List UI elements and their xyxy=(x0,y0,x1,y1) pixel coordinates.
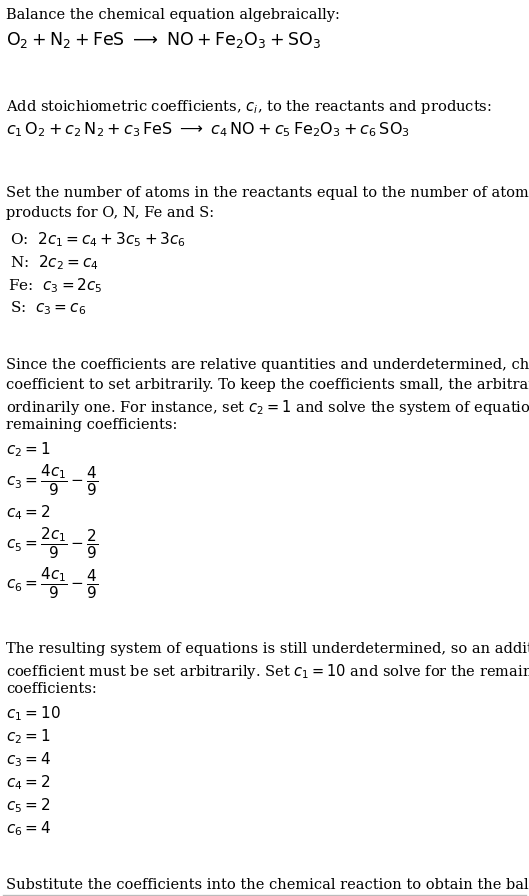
Text: N:  $2c_2 = c_4$: N: $2c_2 = c_4$ xyxy=(11,253,99,271)
Text: $c_2 = 1$: $c_2 = 1$ xyxy=(6,727,51,745)
Text: O:  $2c_1 = c_4 + 3c_5 + 3c_6$: O: $2c_1 = c_4 + 3c_5 + 3c_6$ xyxy=(11,230,186,249)
Text: $c_4 = 2$: $c_4 = 2$ xyxy=(6,773,51,792)
Text: $c_6 = \dfrac{4c_1}{9} - \dfrac{4}{9}$: $c_6 = \dfrac{4c_1}{9} - \dfrac{4}{9}$ xyxy=(6,566,98,601)
Text: S:  $c_3 = c_6$: S: $c_3 = c_6$ xyxy=(11,299,86,316)
Text: coefficient must be set arbitrarily. Set $c_1 = 10$ and solve for the remaining: coefficient must be set arbitrarily. Set… xyxy=(6,662,529,681)
Text: Set the number of atoms in the reactants equal to the number of atoms in the: Set the number of atoms in the reactants… xyxy=(6,186,529,200)
Text: $c_1\,\mathrm{O_2} + c_2\,\mathrm{N_2} + c_3\,\mathrm{FeS} \ \longrightarrow \ c: $c_1\,\mathrm{O_2} + c_2\,\mathrm{N_2} +… xyxy=(6,120,410,139)
Text: coefficient to set arbitrarily. To keep the coefficients small, the arbitrary va: coefficient to set arbitrarily. To keep … xyxy=(6,378,529,392)
Text: $c_2 = 1$: $c_2 = 1$ xyxy=(6,440,51,459)
Text: Add stoichiometric coefficients, $c_i$, to the reactants and products:: Add stoichiometric coefficients, $c_i$, … xyxy=(6,98,492,116)
Text: $c_3 = 4$: $c_3 = 4$ xyxy=(6,750,51,769)
Text: ordinarily one. For instance, set $c_2 = 1$ and solve the system of equations fo: ordinarily one. For instance, set $c_2 =… xyxy=(6,398,529,417)
Text: Substitute the coefficients into the chemical reaction to obtain the balanced: Substitute the coefficients into the che… xyxy=(6,878,529,892)
Text: remaining coefficients:: remaining coefficients: xyxy=(6,418,178,432)
Text: $c_5 = \dfrac{2c_1}{9} - \dfrac{2}{9}$: $c_5 = \dfrac{2c_1}{9} - \dfrac{2}{9}$ xyxy=(6,526,98,562)
Text: Fe:  $c_3 = 2c_5$: Fe: $c_3 = 2c_5$ xyxy=(8,276,103,295)
Text: $c_4 = 2$: $c_4 = 2$ xyxy=(6,503,51,521)
Text: products for O, N, Fe and S:: products for O, N, Fe and S: xyxy=(6,206,214,220)
Text: The resulting system of equations is still underdetermined, so an additional: The resulting system of equations is sti… xyxy=(6,642,529,656)
Text: $c_6 = 4$: $c_6 = 4$ xyxy=(6,819,51,838)
Text: Balance the chemical equation algebraically:: Balance the chemical equation algebraica… xyxy=(6,8,340,22)
Text: Since the coefficients are relative quantities and underdetermined, choose a: Since the coefficients are relative quan… xyxy=(6,358,529,372)
Text: $\mathrm{O_2 + N_2 + FeS \ \longrightarrow \ NO + Fe_2O_3 + SO_3}$: $\mathrm{O_2 + N_2 + FeS \ \longrightarr… xyxy=(6,30,321,50)
Text: $c_1 = 10$: $c_1 = 10$ xyxy=(6,704,61,723)
Text: $c_5 = 2$: $c_5 = 2$ xyxy=(6,796,51,814)
Text: $c_3 = \dfrac{4c_1}{9} - \dfrac{4}{9}$: $c_3 = \dfrac{4c_1}{9} - \dfrac{4}{9}$ xyxy=(6,463,98,498)
Text: coefficients:: coefficients: xyxy=(6,682,97,696)
